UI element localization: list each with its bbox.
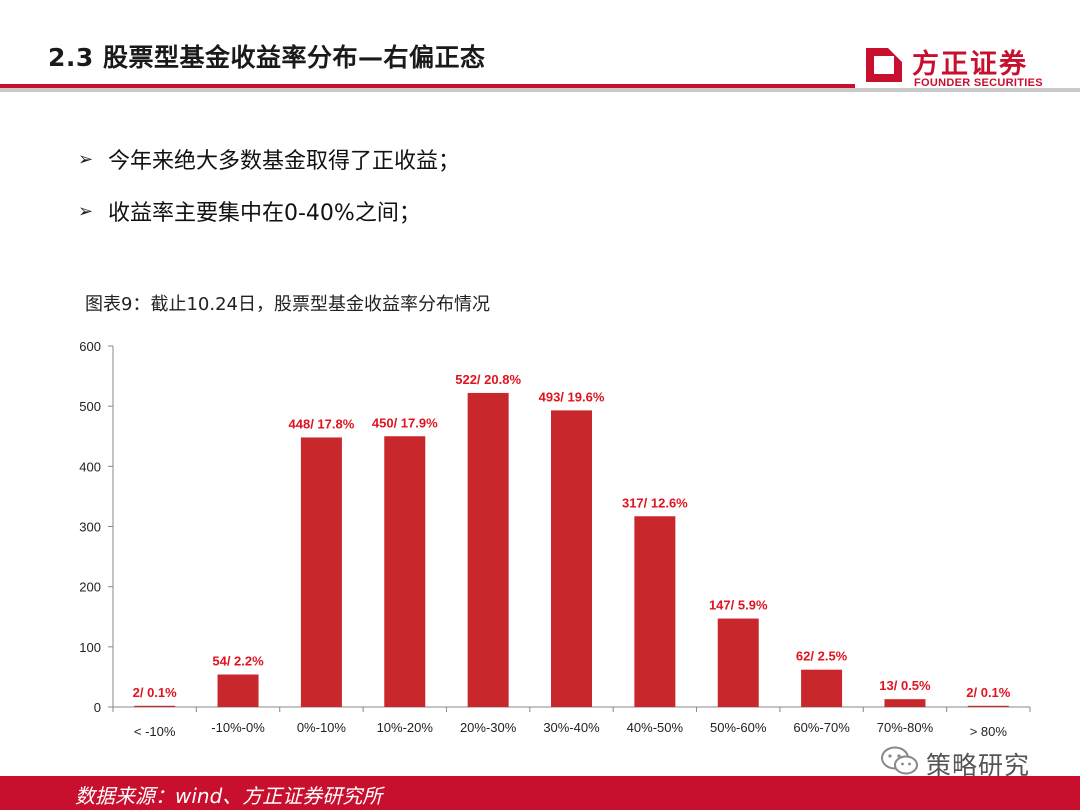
founder-logo-icon [866, 48, 902, 82]
data-label: 13/ 0.5% [879, 678, 931, 693]
title-divider-red [0, 84, 855, 88]
logo-text-cn: 方正证券 [912, 49, 1028, 80]
bullet-item: ➢ 收益率主要集中在0-40%之间； [78, 198, 460, 227]
data-label: 62/ 2.5% [796, 649, 848, 664]
bullet-text: 收益率主要集中在0-40%之间； [108, 201, 421, 226]
data-label: 2/ 0.1% [133, 685, 178, 700]
bullet-text: 今年来绝大多数基金取得了正收益； [108, 149, 461, 174]
arrow-bullet-icon: ➢ [78, 148, 94, 170]
x-tick-label: -10%-0% [211, 720, 265, 735]
bar [217, 674, 259, 707]
data-label: 522/ 20.8% [455, 372, 521, 387]
title-divider-gray [0, 88, 1080, 92]
x-tick-label: 50%-60% [710, 720, 767, 735]
bar [967, 705, 1009, 707]
x-tick-label: 40%-50% [627, 720, 684, 735]
x-tick-label: 70%-80% [877, 720, 934, 735]
chart-caption: 图表9：截止10.24日，股票型基金收益率分布情况 [85, 294, 490, 315]
x-tick-label: 30%-40% [543, 720, 600, 735]
bullet-item: ➢ 今年来绝大多数基金取得了正收益； [78, 146, 461, 175]
y-tick-label: 100 [79, 640, 101, 655]
bar [384, 436, 426, 707]
x-tick-label: > 80% [970, 724, 1008, 739]
data-label: 493/ 19.6% [539, 389, 605, 404]
bar [467, 392, 509, 707]
bar [134, 705, 176, 707]
bar [634, 516, 676, 707]
x-tick-label: 10%-20% [377, 720, 434, 735]
x-tick-label: < -10% [134, 724, 176, 739]
logo-text-en: FOUNDER SECURITIES [914, 77, 1043, 89]
y-tick-label: 0 [94, 700, 101, 715]
bar [717, 618, 759, 707]
data-label: 147/ 5.9% [709, 598, 768, 613]
y-tick-label: 200 [79, 580, 101, 595]
arrow-bullet-icon: ➢ [78, 200, 94, 222]
data-source: 数据来源：wind、方正证券研究所 [75, 784, 383, 808]
bar [300, 437, 342, 707]
wechat-icon [881, 746, 918, 775]
founder-securities-logo: 方正证券 FOUNDER SECURITIES [862, 42, 1048, 92]
y-tick-label: 500 [79, 399, 101, 414]
data-label: 2/ 0.1% [966, 685, 1011, 700]
y-tick-label: 400 [79, 459, 101, 474]
bar [884, 699, 926, 707]
data-label: 317/ 12.6% [622, 495, 688, 510]
data-label: 448/ 17.8% [289, 416, 355, 431]
bar-chart: 0 100 200 300 400 500 600 2/ 0.1% < -10% 54/ 2.2%… [79, 339, 1031, 739]
y-tick-label: 600 [79, 339, 101, 354]
data-label: 54/ 2.2% [212, 654, 264, 669]
bar [551, 410, 592, 707]
slide-title: 2.3 股票型基金收益率分布—右偏正态 [48, 43, 486, 72]
bar [801, 669, 843, 707]
footer-bar: 数据来源：wind、方正证券研究所 [0, 776, 1080, 810]
x-tick-label: 0%-10% [297, 720, 347, 735]
wechat-watermark: 策略研究 [880, 742, 1060, 782]
watermark-text: 策略研究 [926, 751, 1031, 780]
y-tick-label: 300 [79, 520, 101, 535]
x-tick-label: 60%-70% [793, 720, 850, 735]
bullet-list: ➢ 今年来绝大多数基金取得了正收益； ➢ 收益率主要集中在0-40%之间； [78, 146, 460, 250]
x-tick-label: 20%-30% [460, 720, 517, 735]
data-label: 450/ 17.9% [372, 415, 438, 430]
